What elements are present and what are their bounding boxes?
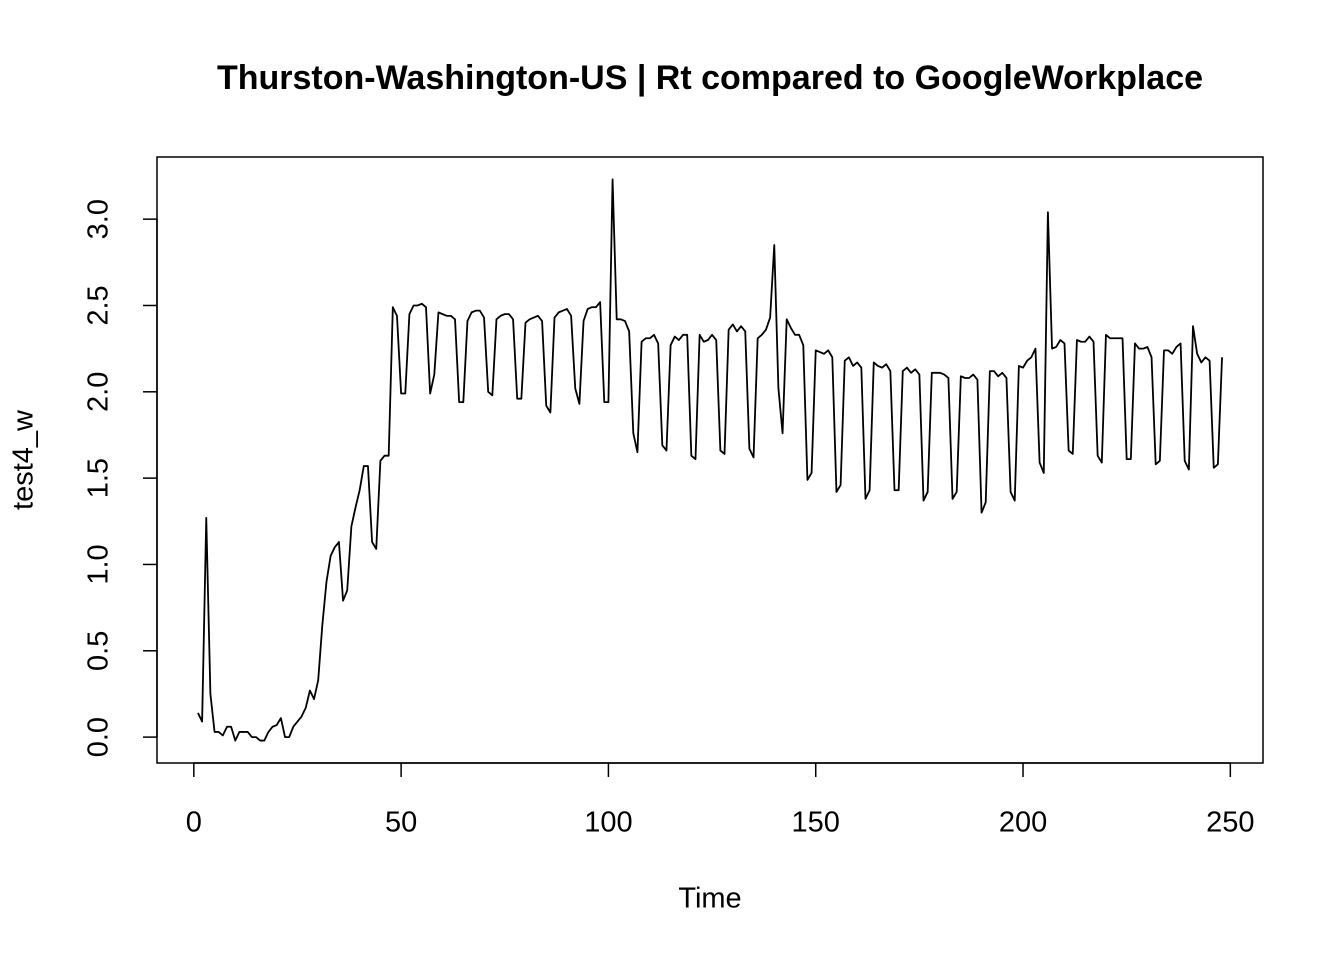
x-tick-label: 200: [999, 807, 1047, 839]
y-tick-label: 2.5: [83, 285, 115, 325]
y-tick-label: 3.0: [83, 199, 115, 239]
chart-title: Thurston-Washington-US | Rt compared to …: [217, 59, 1203, 97]
x-tick-label: 50: [385, 807, 417, 839]
x-tick-label: 150: [792, 807, 840, 839]
x-tick-label: 250: [1206, 807, 1254, 839]
x-tick-label: 0: [186, 807, 202, 839]
y-tick-label: 2.0: [83, 372, 115, 412]
plot-box: [156, 156, 1264, 764]
y-tick-label: 1.0: [83, 544, 115, 584]
y-tick-label: 1.5: [83, 458, 115, 498]
y-tick-label: 0.0: [83, 717, 115, 757]
x-axis-label: Time: [678, 883, 741, 915]
series-line: [197, 178, 1223, 742]
y-tick-label: 0.5: [83, 631, 115, 671]
x-tick-label: 100: [584, 807, 632, 839]
y-axis-label: test4_w: [8, 409, 40, 510]
